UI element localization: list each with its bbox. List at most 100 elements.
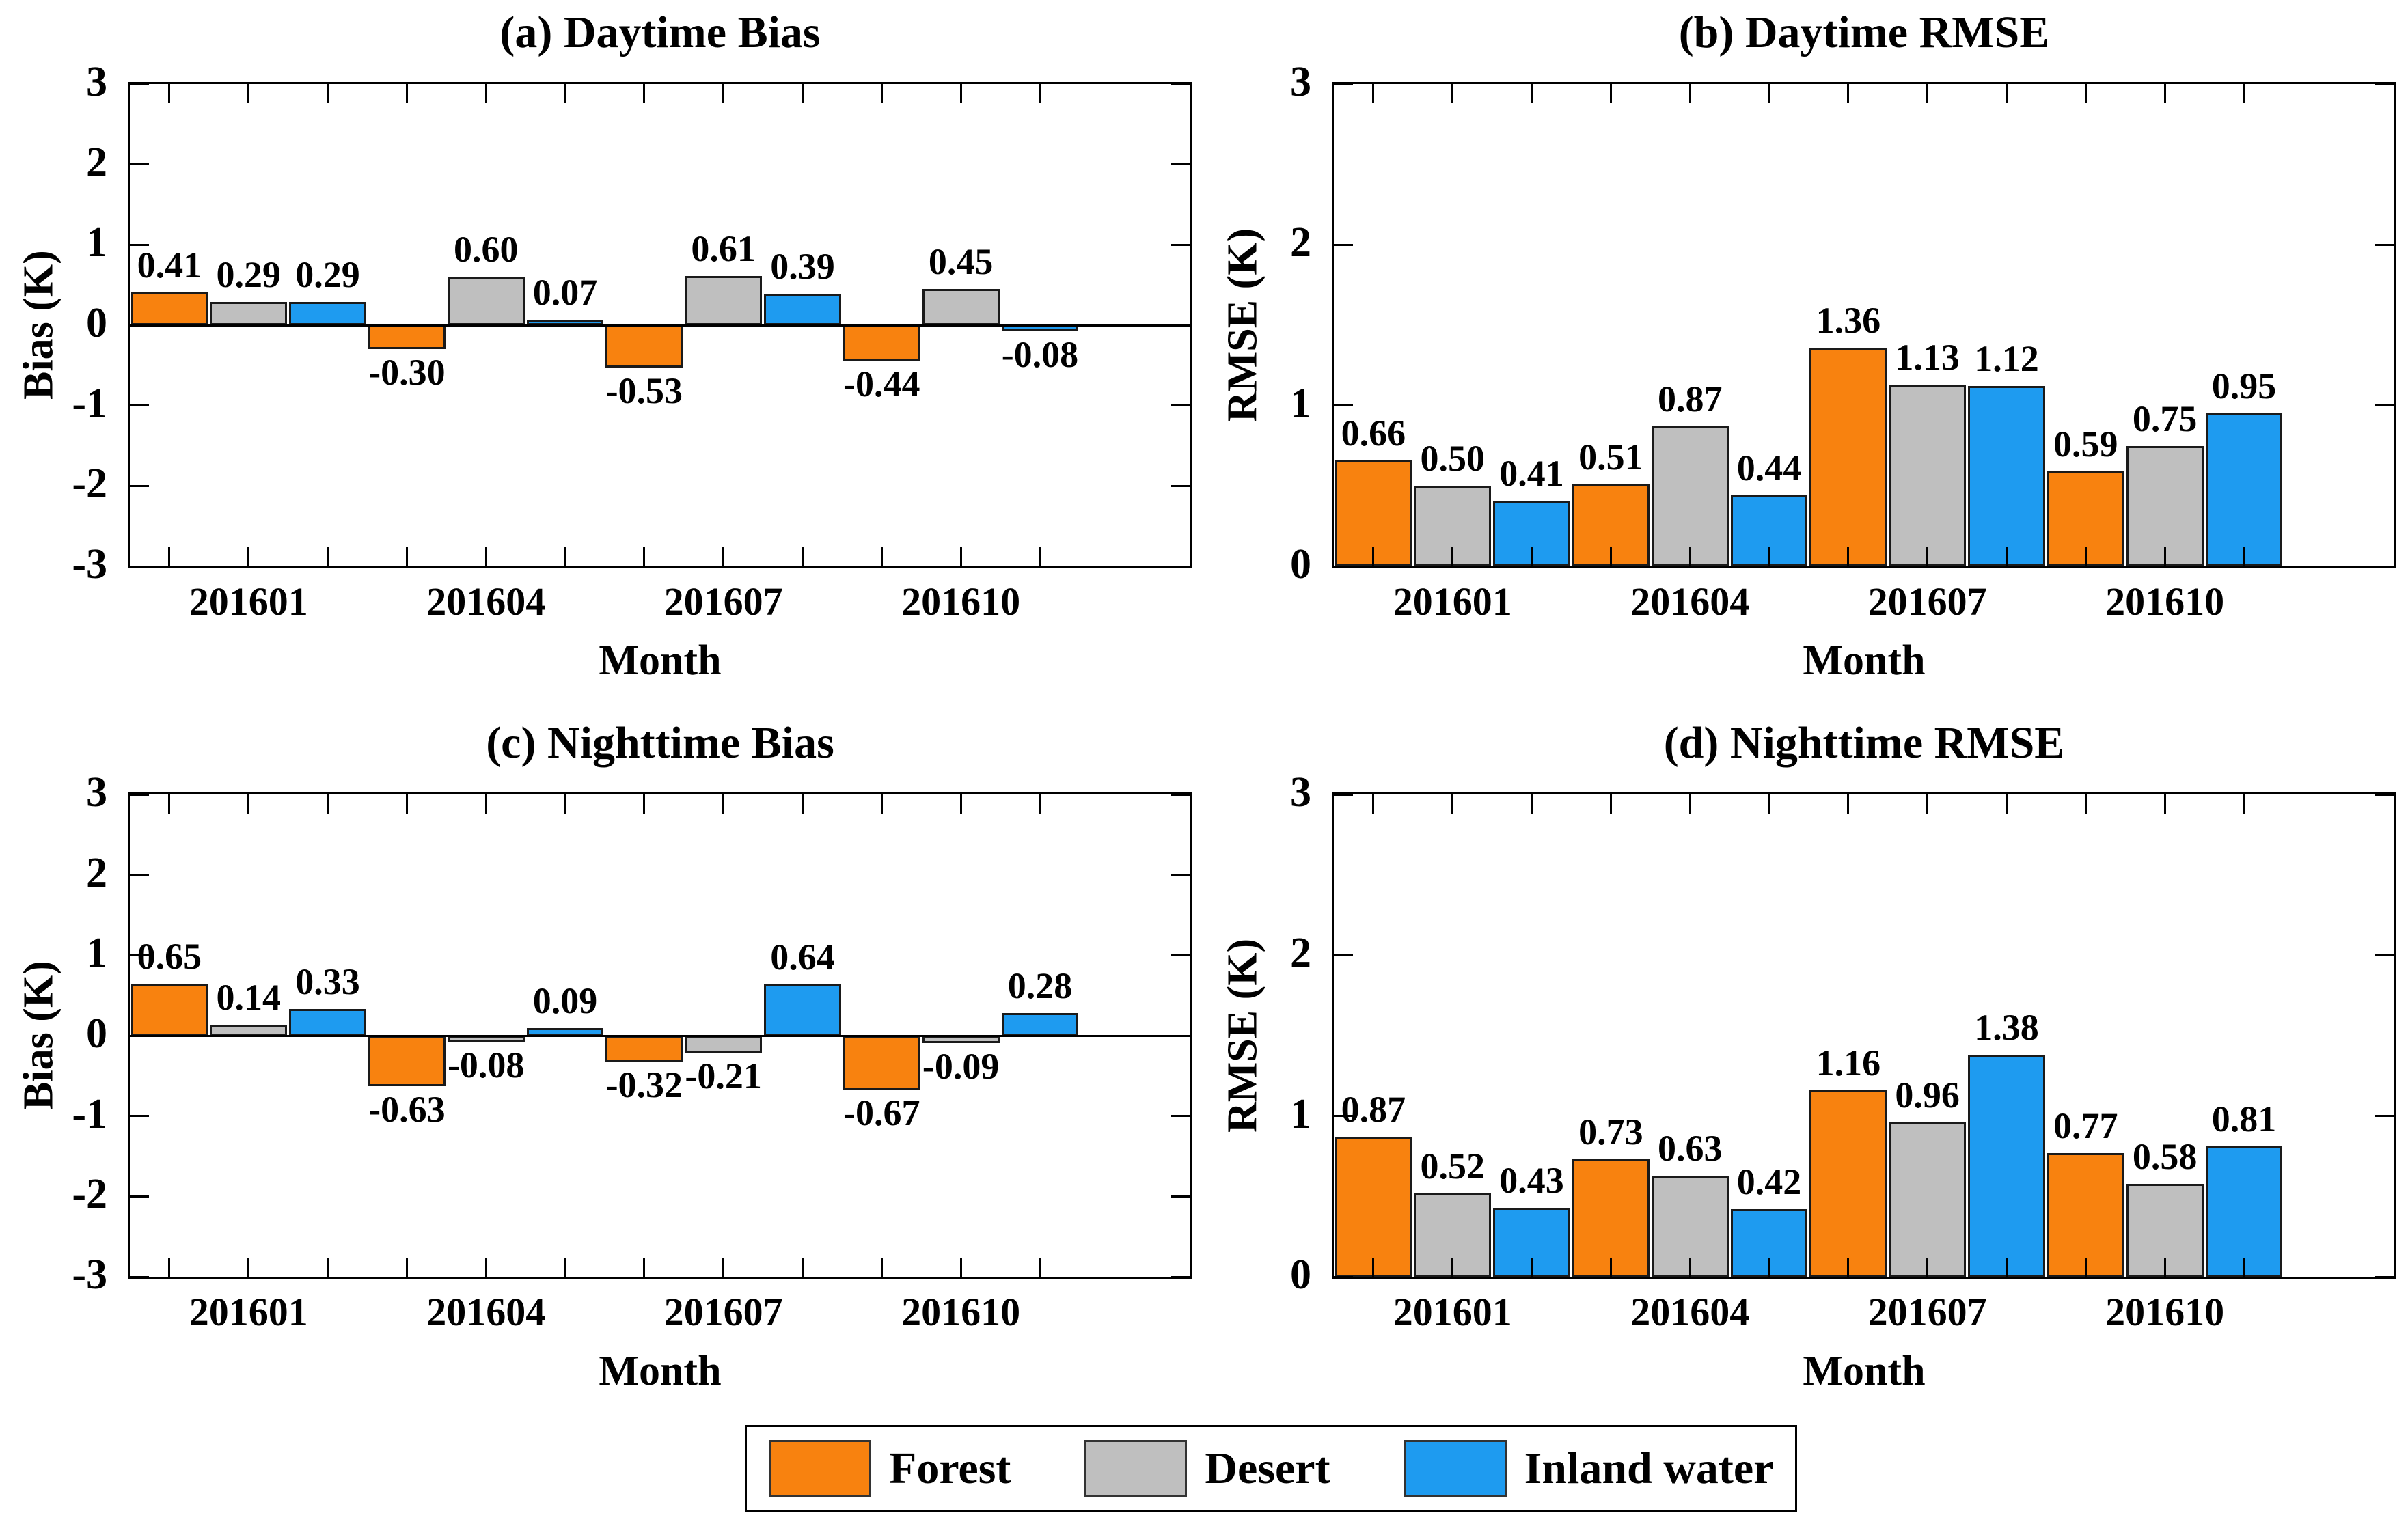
y-axis-tick	[130, 565, 149, 568]
x-tick-label: 201601	[1393, 579, 1512, 624]
bar-forest	[131, 292, 208, 325]
y-tick-label: 0	[86, 1010, 107, 1057]
x-tick-label: 201601	[189, 579, 308, 624]
x-axis-tick	[2163, 794, 2166, 814]
x-axis-tick	[168, 1258, 171, 1277]
bar-value-label: 0.29	[295, 253, 360, 295]
bar-forest	[1809, 1090, 1887, 1277]
y-axis-tick	[130, 793, 149, 796]
panel-nighttime-bias: (c) Nighttime Bias Bias (K) Month 3 2 1 0 -1…	[0, 710, 1204, 1421]
panel-daytime-bias: (a) Daytime Bias Bias (K) Month 3 2 1 0 -1 -2…	[0, 0, 1204, 710]
x-tick-label: 201610	[2105, 1290, 2225, 1334]
bar-forest	[368, 325, 446, 350]
bar-forest	[1809, 347, 1887, 566]
x-axis-tick	[643, 1258, 646, 1277]
y-axis-tick	[1171, 874, 1190, 876]
bar-value-label: 0.41	[137, 244, 202, 286]
bar-forest	[1335, 1137, 1412, 1277]
bar-value-label: 0.87	[1657, 378, 1723, 420]
y-tick-label: 1	[1290, 1090, 1311, 1137]
bar-desert	[1651, 426, 1729, 566]
bar-desert	[210, 301, 288, 325]
bar-value-label: 0.52	[1420, 1145, 1485, 1187]
bar-value-label: 0.61	[691, 228, 756, 270]
y-axis-tick	[1171, 163, 1190, 166]
legend-entry: Forest	[769, 1440, 1011, 1497]
bar-inland-water	[764, 294, 841, 325]
x-axis-tick	[1768, 794, 1770, 814]
bar-value-label: 0.96	[1895, 1075, 1960, 1116]
x-axis-tick	[2084, 1258, 2087, 1277]
y-tick-label: 1	[86, 930, 107, 977]
x-axis-tick	[2084, 794, 2087, 814]
x-axis-tick	[722, 84, 725, 103]
bar-inland-water	[289, 301, 366, 325]
x-axis-tick	[564, 84, 566, 103]
y-tick-label: 2	[1290, 930, 1311, 977]
y-axis-tick	[1171, 1275, 1190, 1278]
x-axis-tick	[405, 794, 408, 814]
x-axis-tick	[1531, 547, 1533, 566]
bar-value-label: -0.08	[1001, 334, 1079, 376]
x-axis-label: Month	[1803, 637, 1926, 684]
x-axis-tick	[484, 1258, 487, 1277]
y-axis-tick	[1171, 83, 1190, 85]
x-axis-label: Month	[1803, 1348, 1926, 1394]
y-axis-tick	[2375, 954, 2394, 956]
bar-value-label: 0.73	[1578, 1111, 1643, 1153]
bar-value-label: 0.59	[2053, 424, 2118, 465]
bar-value-label: -0.44	[843, 363, 920, 404]
y-tick-label: -2	[72, 460, 107, 508]
y-axis-tick	[1171, 793, 1190, 796]
x-axis-tick	[1039, 794, 1041, 814]
x-axis-tick	[1531, 84, 1533, 103]
x-axis-tick	[1926, 794, 1929, 814]
bar-inland-water	[2205, 413, 2283, 566]
bar-value-label: 0.39	[770, 246, 835, 288]
bar-value-label: 1.16	[1816, 1042, 1881, 1083]
bar-inland-water	[289, 1009, 366, 1036]
panel-daytime-rmse: (b) Daytime RMSE RMSE (K) Month 3 2 1 0 0.66…	[1204, 0, 2408, 710]
x-axis-tick	[484, 794, 487, 814]
x-axis-tick	[722, 794, 725, 814]
x-axis-tick	[880, 1258, 883, 1277]
bar-value-label: 0.87	[1341, 1089, 1406, 1131]
x-tick-label: 201610	[2105, 579, 2225, 624]
bar-value-label: 0.42	[1736, 1161, 1802, 1203]
x-axis-tick	[2163, 547, 2166, 566]
x-axis-tick	[2243, 84, 2245, 103]
y-tick-label: 1	[86, 219, 107, 266]
x-axis-tick	[1609, 1258, 1612, 1277]
y-axis-tick	[1334, 83, 1353, 85]
zero-line	[130, 324, 1190, 327]
x-axis-tick	[1531, 794, 1533, 814]
x-axis-tick	[1847, 794, 1850, 814]
x-axis-tick	[1609, 547, 1612, 566]
x-axis-label: Month	[599, 637, 722, 684]
bar-forest	[843, 325, 920, 361]
x-axis-tick	[1847, 1258, 1850, 1277]
x-axis-tick	[801, 84, 804, 103]
bar-value-label: -0.63	[368, 1089, 446, 1131]
x-axis-tick	[1926, 1258, 1929, 1277]
x-axis-tick	[880, 84, 883, 103]
y-axis-tick	[1171, 1115, 1190, 1118]
x-axis-tick	[1847, 547, 1850, 566]
bar-desert	[1889, 1122, 1967, 1277]
bar-inland-water	[764, 984, 841, 1036]
bar-value-label: 0.29	[216, 253, 281, 295]
zero-line	[130, 1034, 1190, 1037]
x-axis-tick	[405, 1258, 408, 1277]
x-axis-tick	[959, 84, 962, 103]
bar-value-label: -0.08	[447, 1044, 525, 1086]
x-tick-label: 201604	[426, 579, 546, 624]
x-axis-tick	[2005, 794, 2008, 814]
plot-box	[128, 792, 1192, 1279]
x-tick-label: 201607	[663, 579, 783, 624]
y-axis-tick	[130, 1115, 149, 1118]
x-axis-tick	[168, 547, 171, 566]
y-tick-label: 2	[1290, 219, 1311, 266]
x-axis-tick	[2243, 794, 2245, 814]
x-axis-tick	[247, 794, 250, 814]
